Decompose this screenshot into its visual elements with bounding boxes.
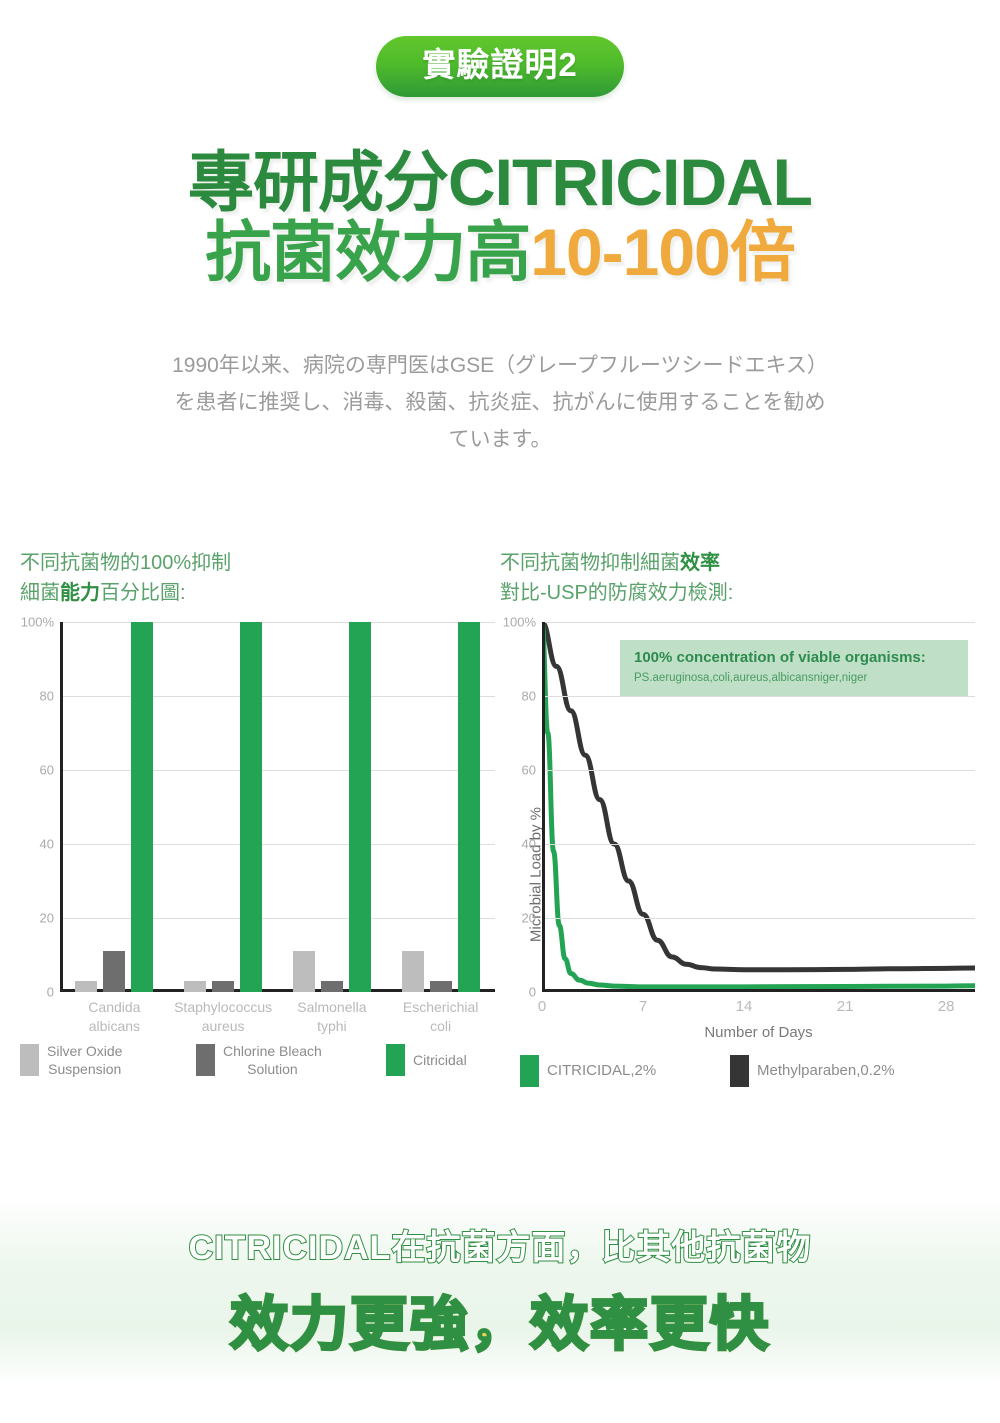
legend-label: Chlorine Bleach Solution [223, 1043, 322, 1078]
y-axis-tick: 40 [39, 836, 54, 852]
bar [401, 951, 424, 992]
annotation-subtitle: PS.aeruginosa,coli,aureus,albicansniger,… [634, 671, 868, 684]
bar [240, 622, 263, 992]
headline-line-1-text: 專研成分CITRICIDAL [188, 145, 813, 219]
x-axis-tick: 0 [537, 998, 547, 1015]
experiment-badge: 實驗證明2 [376, 36, 624, 98]
gridline [60, 770, 495, 771]
bar [320, 980, 343, 992]
line-chart-legend: CITRICIDAL,2% Methylparaben,0.2% [520, 1055, 980, 1087]
series-line [542, 622, 975, 990]
gridline [542, 918, 975, 919]
bar [292, 951, 315, 992]
line-chart-annotation: 100% concentration of viable organisms: … [620, 640, 968, 696]
bar-chart-x-labels: Candida albicans Staphylococcus aureus Sal… [60, 992, 495, 1038]
y-axis-tick: 60 [39, 762, 54, 778]
legend-item: CITRICIDAL,2% [520, 1055, 730, 1087]
charts-section: 不同抗菌物的100%抑制 細菌能力百分比圖: 0 20 40 60 80 100% Can… [0, 548, 1000, 1148]
bar-chart-plot-area: 0 20 40 60 80 100% [21, 615, 495, 1000]
legend-item: Chlorine Bleach Solution [196, 1042, 386, 1078]
y-axis-tick: 40 [521, 836, 536, 852]
line-chart-plot-area: Microbial Load by % 100% concentration o… [503, 615, 975, 1000]
line-chart-title: 不同抗菌物抑制細菌效率 對比-USP的防腐效力檢測: [500, 548, 980, 608]
gridline [60, 918, 495, 919]
legend-label: Citricidal [413, 1052, 467, 1069]
gridline [542, 696, 975, 697]
x-axis-label: Staphylococcus aureus [174, 999, 273, 1034]
bar [184, 980, 207, 992]
bar [75, 980, 98, 992]
x-axis-label: Escherichial coli [402, 999, 479, 1034]
intro-paragraph: 1990年以来、病院の専門医はGSE（グレープフルーツシードエキス）を患者に推奨… [172, 354, 828, 451]
page-title: 專研成分CITRICIDAL 抗菌效力高10-100倍 [0, 145, 1000, 289]
y-axis-tick: 0 [46, 984, 54, 1000]
line-chart-panel: 不同抗菌物抑制細菌效率 對比-USP的防腐效力檢測: Microbial Loa… [500, 548, 980, 1087]
legend-label: CITRICIDAL,2% [547, 1062, 657, 1080]
legend-item: Citricidal [386, 1044, 467, 1077]
legend-swatch-icon [20, 1044, 39, 1077]
gridline [60, 844, 495, 845]
gridline [60, 622, 495, 623]
x-axis-line [542, 989, 975, 992]
line-chart-title-part2: 對比-USP的防腐效力檢測: [500, 582, 734, 604]
bar-chart-title-part1: 不同抗菌物的100%抑制 細菌 [20, 552, 232, 604]
y-axis-line [542, 622, 545, 992]
bar-chart-title: 不同抗菌物的100%抑制 細菌能力百分比圖: [20, 548, 500, 608]
y-axis-tick: 0 [528, 984, 536, 1000]
legend-label: Silver Oxide Suspension [47, 1043, 123, 1078]
gridline [60, 696, 495, 697]
x-axis-tick: 28 [937, 998, 955, 1015]
legend-swatch-icon [386, 1044, 405, 1077]
legend-swatch-icon [520, 1055, 539, 1087]
legend-swatch-icon [196, 1044, 215, 1077]
banner-line-2: 效力更強，效率更快 [0, 1277, 1000, 1361]
bar [429, 980, 452, 992]
headline-line-2: 抗菌效力高10-100倍 [0, 214, 1000, 289]
line-chart-x-ticks: 0 7 14 21 28 [538, 992, 975, 1022]
y-axis-tick: 80 [521, 688, 536, 704]
bar [131, 622, 154, 992]
gridline [542, 770, 975, 771]
bar [457, 622, 480, 992]
x-axis-label: Salmonella typhi [297, 999, 367, 1034]
gridline [542, 622, 975, 623]
x-axis-line [60, 989, 495, 992]
y-axis-tick: 60 [521, 762, 536, 778]
x-axis-tick: 7 [638, 998, 648, 1015]
line-chart-title-emphasis: 效率 [680, 552, 720, 574]
bar [348, 622, 371, 992]
line-chart-x-axis-label: Number of Days [704, 1024, 813, 1041]
x-axis-tick: 21 [836, 998, 854, 1015]
series-line [542, 622, 975, 973]
bar-chart-title-emphasis: 能力 [60, 582, 100, 604]
headline-line-2-orange: 10-100倍 [530, 214, 796, 289]
y-axis-line [60, 622, 63, 992]
badge-container: 實驗證明2 [0, 36, 1000, 98]
bar-chart-panel: 不同抗菌物的100%抑制 細菌能力百分比圖: 0 20 40 60 80 100% Can… [20, 548, 500, 1078]
gridline [542, 844, 975, 845]
bar-chart-legend: Silver Oxide Suspension Chlorine Bleach S… [20, 1042, 500, 1078]
bar-chart-title-part2: 百分比圖: [100, 582, 186, 604]
bottom-banner: CITRICIDAL在抗菌方面，比其他抗菌物 效力更強，效率更快 [0, 1196, 1000, 1386]
banner-line-1: CITRICIDAL在抗菌方面，比其他抗菌物 [188, 1228, 812, 1268]
legend-swatch-icon [730, 1055, 749, 1087]
legend-item: Methylparaben,0.2% [730, 1055, 895, 1087]
y-axis-tick: 100% [502, 614, 536, 630]
headline-line-1: 專研成分CITRICIDAL [0, 145, 1000, 219]
bar [103, 951, 126, 992]
y-axis-tick: 80 [39, 688, 54, 704]
y-axis-tick: 100% [20, 614, 54, 630]
bar [212, 980, 235, 992]
legend-label: Methylparaben,0.2% [757, 1062, 895, 1080]
legend-item: Silver Oxide Suspension [20, 1042, 196, 1078]
x-axis-tick: 14 [735, 998, 753, 1015]
line-chart-title-part1: 不同抗菌物抑制細菌 [500, 552, 680, 574]
x-axis-label: Candida albicans [88, 999, 141, 1034]
line-chart-curves [542, 622, 975, 990]
y-axis-tick: 20 [521, 910, 536, 926]
headline-line-2-green: 抗菌效力高 [205, 214, 531, 289]
y-axis-tick: 20 [39, 910, 54, 926]
annotation-title: 100% concentration of viable organisms: [634, 649, 926, 666]
